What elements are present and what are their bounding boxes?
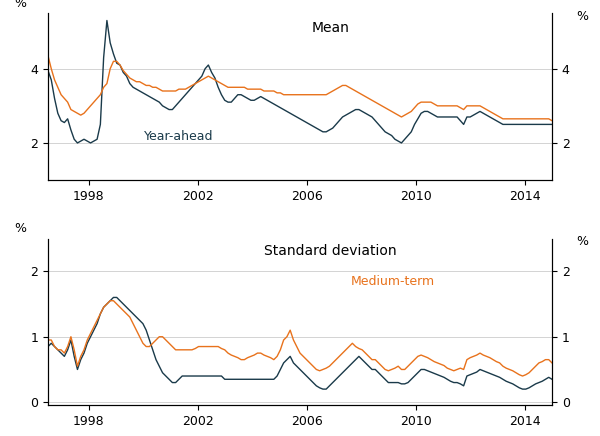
- Text: Medium-term: Medium-term: [350, 275, 434, 288]
- Text: Mean: Mean: [311, 21, 349, 35]
- Text: Standard deviation: Standard deviation: [264, 244, 397, 258]
- Text: Year-ahead: Year-ahead: [144, 130, 213, 143]
- Y-axis label: %: %: [576, 235, 588, 248]
- Y-axis label: %: %: [576, 10, 588, 23]
- Y-axis label: %: %: [14, 0, 26, 10]
- Y-axis label: %: %: [14, 222, 26, 235]
